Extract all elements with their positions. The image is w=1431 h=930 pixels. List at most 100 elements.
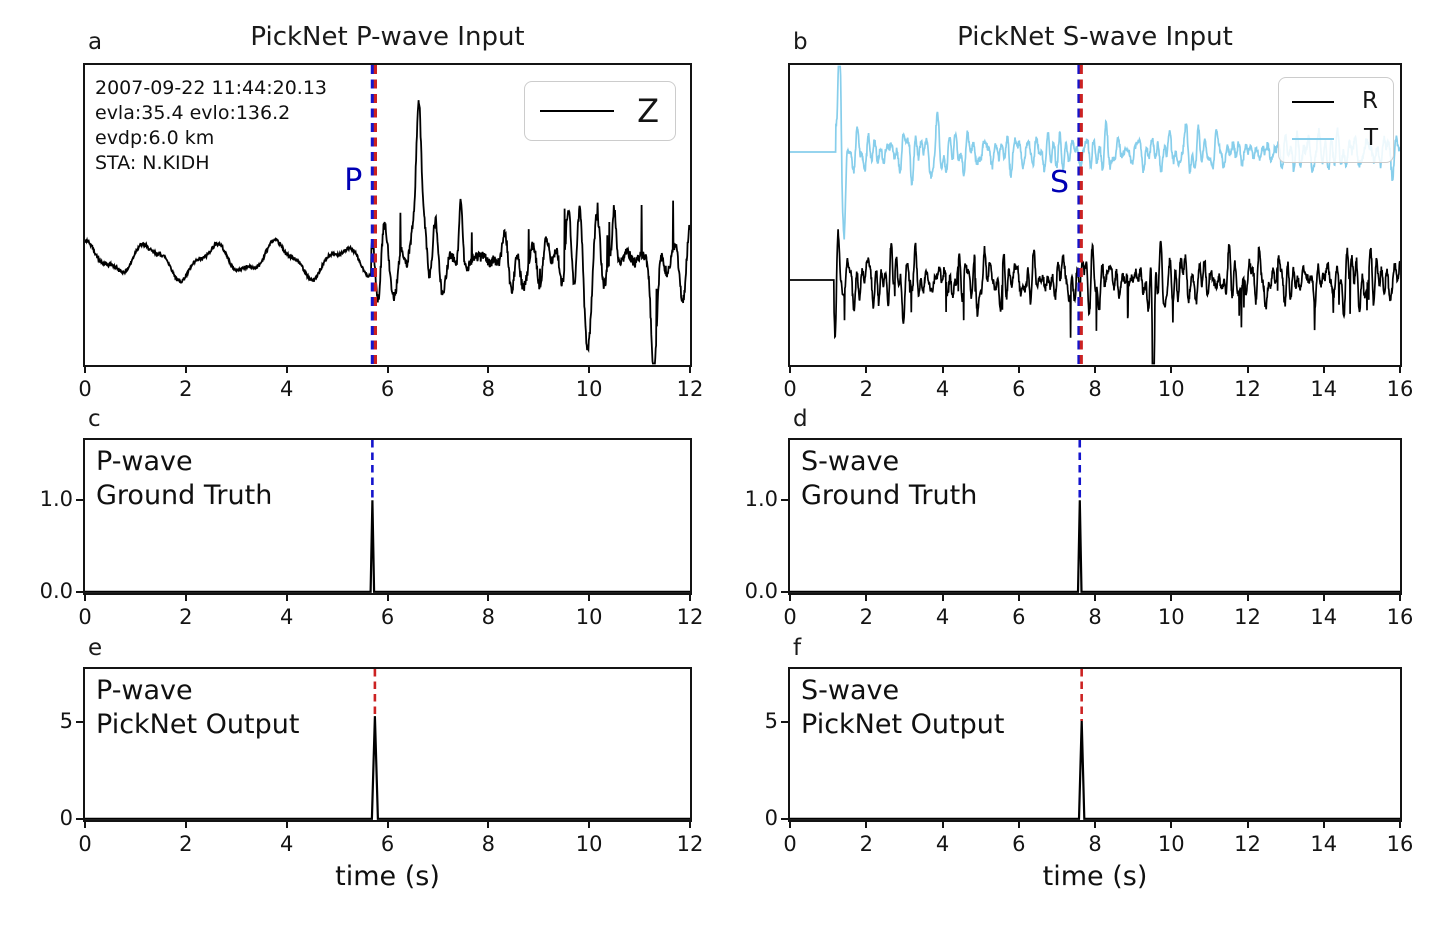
- x-tick: [941, 593, 944, 601]
- x-tick-label: 2: [179, 377, 193, 401]
- y-tick: [781, 591, 789, 593]
- s-pick-label: S: [1049, 165, 1069, 200]
- x-tick: [1170, 365, 1173, 373]
- panel-f-label-line2: PickNet Output: [801, 709, 1005, 740]
- x-tick: [588, 365, 591, 373]
- x-tick-label: 0: [783, 832, 797, 856]
- panel-b-title: PickNet S-wave Input: [957, 22, 1233, 52]
- x-tick-label: 8: [1088, 832, 1102, 856]
- x-tick-label: 4: [279, 605, 294, 629]
- y-tick-label: 1.0: [744, 487, 778, 512]
- x-tick-label: 12: [676, 377, 704, 401]
- x-tick-label: 10: [1157, 377, 1185, 401]
- x-tick: [487, 820, 490, 828]
- x-tick: [184, 820, 187, 828]
- x-tick: [1017, 365, 1020, 373]
- annotation-depth: evdp:6.0 km: [95, 127, 215, 149]
- x-tick-label: 4: [935, 832, 950, 856]
- x-tick: [285, 365, 288, 373]
- x-tick-label: 10: [575, 377, 603, 401]
- x-tick: [1246, 593, 1249, 601]
- legend-row-r: R: [1279, 83, 1393, 120]
- x-tick: [386, 365, 389, 373]
- plot-area-e: [85, 669, 690, 820]
- p-pick-label: P: [344, 163, 363, 198]
- plot-area-f: [790, 669, 1400, 820]
- probability-spike: [790, 720, 1400, 820]
- time-axis-label-left: time (s): [335, 861, 440, 892]
- y-tick: [76, 591, 84, 593]
- x-tick-label: 4: [935, 605, 950, 629]
- x-tick: [789, 820, 791, 828]
- x-tick: [84, 593, 86, 601]
- x-tick: [1399, 365, 1401, 373]
- probability-spike: [85, 500, 690, 593]
- plot-area-a: [85, 65, 690, 365]
- x-tick-label: 14: [1310, 832, 1338, 856]
- x-tick: [386, 820, 389, 828]
- x-tick: [1170, 593, 1173, 601]
- panel-e-pwave-picknet-output: P-wave PickNet Output: [83, 667, 692, 822]
- x-tick-label: 2: [859, 832, 873, 856]
- y-tick-label: 5: [764, 708, 778, 733]
- x-tick-label: 0: [783, 377, 797, 401]
- x-tick: [487, 365, 490, 373]
- x-tick-label: 16: [1386, 377, 1414, 401]
- x-tick-label: 10: [575, 832, 603, 856]
- event-annotation: 2007-09-22 11:44:20.13 evla:35.4 evlo:13…: [95, 76, 327, 176]
- x-tick-label: 12: [1234, 377, 1261, 401]
- x-tick-label: 14: [1310, 605, 1338, 629]
- t-trace-legend-line: [1292, 137, 1334, 140]
- x-tick-label: 2: [179, 832, 193, 856]
- panel-c-label-line2: Ground Truth: [96, 480, 273, 511]
- y-tick-label: 5: [59, 708, 73, 733]
- annotation-station: STA: N.KIDH: [95, 152, 210, 174]
- x-tick: [1017, 820, 1020, 828]
- r-trace-legend-line: [1292, 100, 1334, 103]
- panel-d-label-line1: S-wave: [801, 446, 900, 477]
- x-tick-label: 6: [380, 377, 395, 401]
- y-tick-label: 0.0: [39, 579, 73, 603]
- panel-c-label-line1: P-wave: [96, 446, 193, 477]
- y-tick: [781, 720, 789, 723]
- x-tick: [285, 593, 288, 601]
- panel-d-swave-ground-truth: S-wave Ground Truth: [788, 438, 1402, 595]
- x-tick: [1322, 593, 1325, 601]
- x-tick: [689, 365, 691, 373]
- x-tick: [285, 820, 288, 828]
- panel-c-pwave-ground-truth: P-wave Ground Truth: [83, 438, 692, 595]
- panel-a-pwave-input: 2007-09-22 11:44:20.13 evla:35.4 evlo:13…: [83, 63, 692, 367]
- x-tick-label: 6: [380, 605, 395, 629]
- x-tick: [941, 365, 944, 373]
- x-tick: [1399, 593, 1401, 601]
- x-tick-label: 6: [1012, 832, 1026, 856]
- x-tick-label: 8: [481, 377, 496, 401]
- x-tick-label: 12: [676, 832, 704, 856]
- x-tick-label: 8: [1088, 605, 1102, 629]
- x-tick-label: 6: [1012, 377, 1026, 401]
- x-tick: [1170, 820, 1173, 828]
- r-trace: [790, 229, 1400, 365]
- x-tick-label: 0: [78, 832, 92, 856]
- x-tick: [1094, 365, 1096, 373]
- y-tick: [76, 499, 84, 502]
- legend-row-t: T: [1279, 120, 1393, 157]
- r-trace-legend-label: R: [1362, 88, 1378, 114]
- y-tick: [781, 499, 789, 502]
- x-tick-label: 8: [1088, 377, 1102, 401]
- z-trace-legend-line: [540, 110, 614, 112]
- legend-panel-b: R T: [1278, 77, 1394, 163]
- probability-spike: [790, 500, 1400, 593]
- panel-f-letter: f: [793, 635, 802, 661]
- x-tick: [689, 820, 691, 828]
- panel-f-label-line1: S-wave: [801, 675, 900, 706]
- panel-b-swave-input: S R T: [788, 63, 1402, 367]
- x-tick: [84, 365, 86, 373]
- x-tick-label: 10: [1157, 832, 1185, 856]
- x-tick: [1399, 820, 1401, 828]
- x-tick: [865, 365, 868, 373]
- panel-d-letter: d: [793, 406, 808, 432]
- panel-c-label: P-wave Ground Truth: [96, 445, 272, 513]
- x-tick: [865, 593, 868, 601]
